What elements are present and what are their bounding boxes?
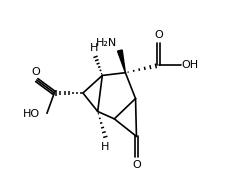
Text: O: O <box>154 30 163 40</box>
Text: OH: OH <box>182 60 199 70</box>
Text: H₂N: H₂N <box>96 38 117 48</box>
Text: H: H <box>90 43 98 53</box>
Text: HO: HO <box>23 109 40 119</box>
Text: H: H <box>101 142 109 152</box>
Text: O: O <box>132 160 141 170</box>
Text: O: O <box>31 67 40 77</box>
Polygon shape <box>118 50 125 73</box>
